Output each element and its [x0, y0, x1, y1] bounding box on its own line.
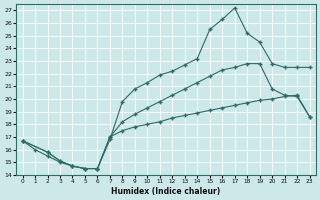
X-axis label: Humidex (Indice chaleur): Humidex (Indice chaleur) [111, 187, 221, 196]
